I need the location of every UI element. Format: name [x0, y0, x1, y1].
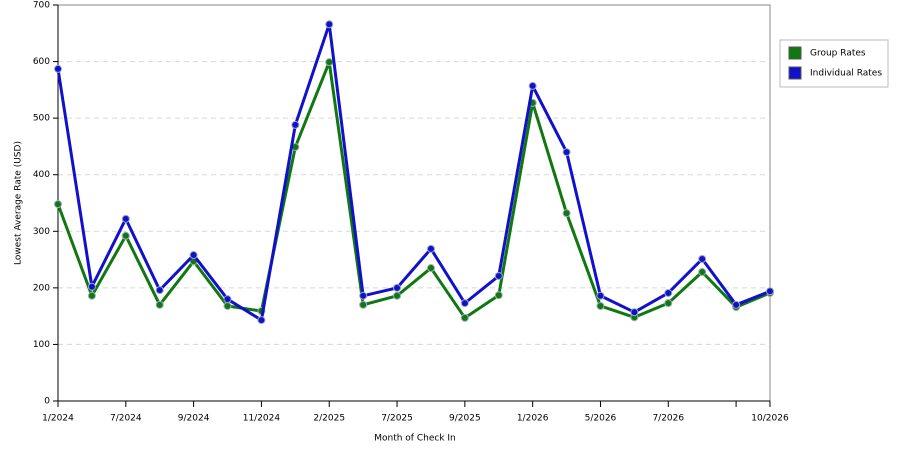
- point: [528, 81, 537, 90]
- point: [664, 299, 673, 308]
- x-tick-label: 11/2024: [243, 414, 281, 424]
- x-tick-label: 10/2026: [751, 414, 789, 424]
- point: [664, 288, 673, 297]
- legend-label: Group Rates: [810, 49, 866, 59]
- y-tick-label: 600: [33, 57, 50, 67]
- point: [87, 291, 96, 300]
- point: [460, 313, 469, 322]
- point: [121, 214, 130, 223]
- point: [630, 308, 639, 317]
- point: [54, 64, 62, 73]
- point: [494, 271, 503, 280]
- point: [291, 120, 300, 129]
- point: [426, 244, 435, 253]
- x-tick-label: 9/2024: [178, 414, 210, 424]
- y-tick-label: 500: [33, 114, 50, 124]
- point: [87, 282, 96, 291]
- point: [393, 283, 402, 292]
- y-tick-label: 700: [33, 1, 50, 11]
- series-line: [56, 22, 771, 322]
- point: [223, 295, 232, 304]
- point: [494, 291, 503, 300]
- point: [359, 291, 368, 300]
- point: [189, 251, 198, 260]
- y-tick-label: 0: [44, 397, 50, 407]
- y-axis-label: Lowest Average Rate (USD): [14, 141, 24, 265]
- point: [359, 300, 368, 309]
- x-tick-label: 1/2026: [517, 414, 549, 424]
- point: [426, 264, 435, 273]
- point: [393, 291, 402, 300]
- legend-label: Individual Rates: [810, 69, 882, 79]
- y-tick-label: 400: [33, 170, 50, 180]
- point: [223, 301, 232, 310]
- x-axis-label: Month of Check In: [374, 434, 456, 444]
- x-tick-label: 7/2024: [110, 414, 142, 424]
- y-tick-label: 300: [33, 227, 50, 237]
- point: [766, 287, 774, 296]
- point: [155, 300, 164, 309]
- point: [121, 231, 130, 240]
- x-tick-label: 7/2025: [381, 414, 413, 424]
- point: [460, 299, 469, 308]
- x-tick-label: 5/2026: [585, 414, 617, 424]
- point: [54, 200, 62, 209]
- series-line: [56, 60, 771, 320]
- point: [257, 316, 266, 325]
- point: [562, 148, 571, 157]
- x-tick-label: 1/2024: [42, 414, 74, 424]
- point: [732, 300, 741, 309]
- x-tick-label: 2/2025: [313, 414, 345, 424]
- legend-swatch: [788, 66, 802, 80]
- point: [325, 58, 334, 67]
- point: [596, 301, 605, 310]
- legend-swatch: [788, 46, 802, 60]
- x-tick-label: 7/2026: [652, 414, 684, 424]
- y-tick-label: 100: [33, 340, 50, 350]
- point: [155, 286, 164, 295]
- point: [562, 209, 571, 218]
- x-tick-label: 9/2025: [449, 414, 481, 424]
- point: [698, 255, 707, 264]
- point: [596, 291, 605, 300]
- y-tick-label: 200: [33, 283, 50, 293]
- plot-frame: [57, 4, 771, 402]
- point: [698, 268, 707, 277]
- point: [325, 20, 334, 29]
